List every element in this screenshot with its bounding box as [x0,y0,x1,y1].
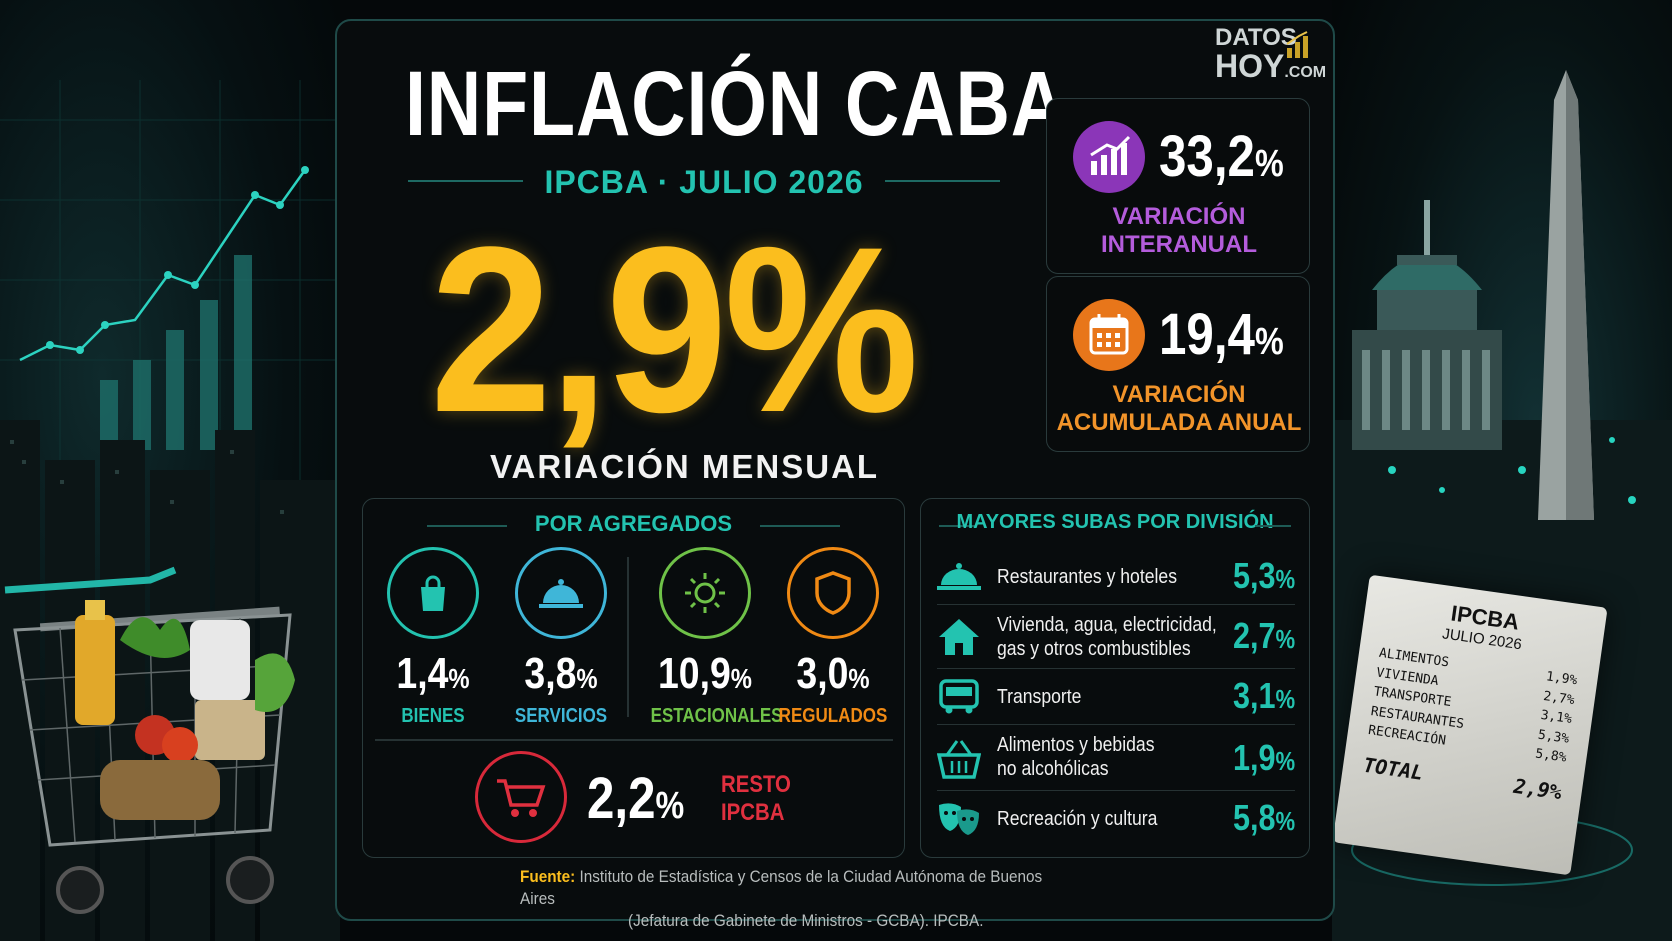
division-row-recreacion: Recreación y cultura 5,8% [937,791,1295,847]
shopping-bag-icon [387,547,479,639]
city-chart-illustration [0,80,340,941]
divisiones-heading: MAYORES SUBAS POR DIVISIÓN [956,511,1274,533]
agregado-estacionales: 10,9% ESTACIONALES [641,547,783,728]
bienes-value: 1,4% [396,649,470,698]
house-icon [939,619,979,655]
divisiones-section: MAYORES SUBAS POR DIVISIÓN Restaurantes … [920,498,1310,858]
division-row-transporte: Transporte 3,1% [937,669,1295,725]
resto-label: RESTO IPCBA [721,771,791,826]
theater-masks-icon [939,803,979,835]
division-row-restaurantes: Restaurantes y hoteles 5,3% [937,549,1295,605]
obelisk [1538,70,1594,520]
agregado-regulados: 3,0% REGULADOS [769,547,897,728]
shopping-cart-illustration [4,566,295,914]
service-bell-icon [937,563,981,590]
acumulada-card: 19,4% VARIACIÓN ACUMULADA ANUAL [1046,276,1310,452]
resto-value: 2,2% [587,766,685,831]
estacionales-label: ESTACIONALES [650,705,783,727]
division-name: Vivienda, agua, electricidad, gas y otros… [997,614,1217,660]
interanual-label: VARIACIÓN INTERANUAL [1101,203,1257,258]
divider [427,525,507,527]
sun-icon [659,547,751,639]
divider [939,525,975,527]
division-value: 5,8% [1232,797,1295,838]
divider [627,557,629,717]
interanual-card: 33,2% VARIACIÓN INTERANUAL [1046,98,1310,274]
agregados-section: POR AGREGADOS 1,4% BIENES 3,8% SERVICIOS… [362,498,905,858]
divider [375,739,893,741]
headline-value: 2,9% [430,198,919,462]
shield-icon [787,547,879,639]
source-note: Fuente: Instituto de Estadística y Censo… [520,866,1078,932]
source-text: Instituto de Estadística y Censos de la … [520,867,1043,909]
estacionales-value: 10,9% [658,649,752,698]
bus-icon [939,679,979,714]
bienes-label: BIENES [401,705,465,727]
source-text-2: (Jefatura de Gabinete de Ministros - GCB… [628,911,984,931]
congress-building [1352,200,1502,450]
division-value: 2,7% [1232,615,1295,656]
agregado-servicios: 3,8% SERVICIOS [497,547,625,728]
division-value: 5,3% [1232,555,1295,596]
divider [1255,525,1291,527]
interanual-value: 33,2% [1159,124,1284,189]
source-label: Fuente: [520,867,576,886]
growth-arrow-icon [1286,31,1308,58]
subtitle: IPCBA · JULIO 2026 [544,164,864,200]
divider [760,525,840,527]
division-value: 1,9% [1232,737,1295,778]
shopping-cart-icon [475,751,567,843]
division-name: Alimentos y bebidas no alcohólicas [997,734,1155,780]
division-row-vivienda: Vivienda, agua, electricidad, gas y otros… [937,605,1295,669]
receipt-illustration: IPCBA JULIO 2026 ALIMENTOS 1,9% VIVIENDA 2… [1332,574,1608,876]
brand-logo: DATOS HOY.COM [1215,24,1327,84]
regulados-label: REGULADOS [778,705,888,727]
page-title: INFLACIÓN CABA [405,53,1067,155]
servicios-value: 3,8% [524,649,598,698]
divider [408,180,523,182]
division-name: Transporte [997,686,1082,708]
acumulada-value: 19,4% [1159,302,1284,367]
basket-icon [937,740,981,779]
regulados-value: 3,0% [796,649,870,698]
chart-up-icon [1073,121,1145,193]
division-name: Restaurantes y hoteles [997,566,1178,588]
acumulada-label: VARIACIÓN ACUMULADA ANUAL [1056,381,1302,436]
division-value: 3,1% [1232,675,1295,716]
division-name: Recreación y cultura [997,808,1158,830]
calendar-icon [1073,299,1145,371]
agregados-heading: POR AGREGADOS [534,511,733,536]
servicios-label: SERVICIOS [514,705,608,727]
brand-bottom: HOY.COM [1215,48,1327,84]
agregado-bienes: 1,4% BIENES [369,547,497,728]
background-left-decor [0,0,340,941]
divider [885,180,1000,182]
headline-label: VARIACIÓN MENSUAL [490,448,880,485]
division-row-alimentos: Alimentos y bebidas no alcohólicas 1,9% [937,725,1295,791]
brand-top: DATOS [1215,24,1297,51]
subtitle-row: IPCBA · JULIO 2026 [408,160,1000,200]
service-bell-icon [515,547,607,639]
